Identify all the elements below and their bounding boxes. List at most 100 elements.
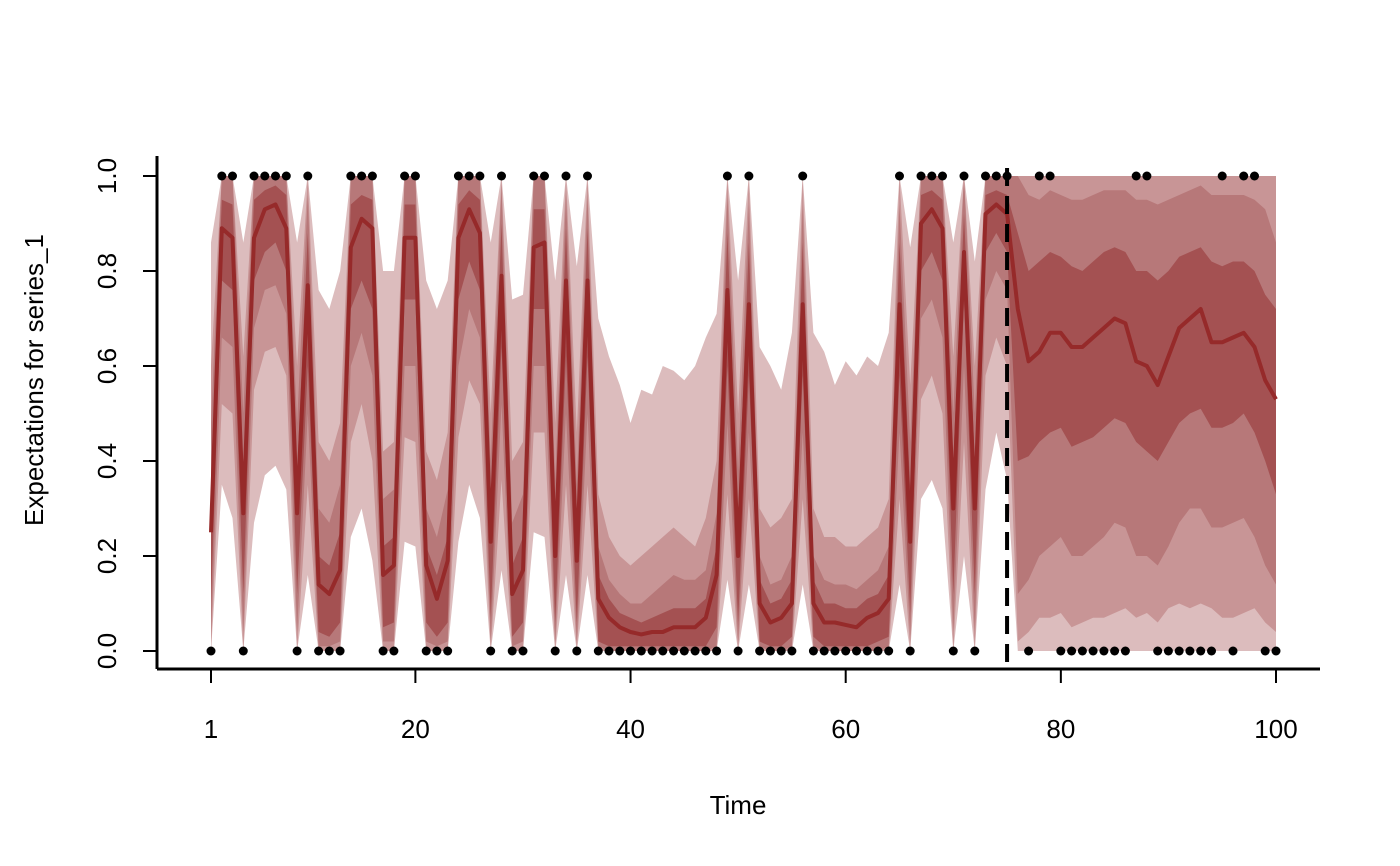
observed-point [540,171,549,181]
observed-point [852,646,861,656]
observed-point [529,171,539,181]
y-axis-ticks: 0.0 0.2 0.4 0.6 0.8 1.0 [92,158,157,669]
observed-point [765,646,775,656]
observed-point [357,171,367,181]
observed-point [1034,171,1044,181]
observed-point [292,646,302,656]
observed-point [475,171,485,181]
observed-point [1153,646,1163,656]
observed-point [346,171,356,181]
observed-point [862,646,872,656]
observed-point [1067,646,1077,656]
observed-point [1024,646,1034,656]
observed-point [798,171,808,181]
x-tick-label: 100 [1254,714,1297,744]
observed-point [583,171,592,181]
observed-point [808,646,818,656]
observed-point [238,646,248,656]
observed-point [486,646,496,656]
x-axis-title: Time [710,790,767,820]
observed-point [410,171,420,181]
x-axis-ticks: 1 20 40 60 80 100 [204,669,1298,744]
observed-point [615,646,625,656]
observed-point [669,646,679,656]
observed-point [679,646,689,656]
observed-point [981,171,990,181]
observed-point [776,646,786,656]
observed-point [733,646,743,656]
observed-point [1077,646,1087,656]
observed-point [228,171,237,181]
observed-point [572,646,582,656]
x-tick-label: 1 [204,714,218,744]
observed-point [1260,646,1270,656]
observed-point [991,171,1001,181]
observed-point [1002,171,1012,181]
observed-point [819,646,829,656]
observed-point [378,646,388,656]
observed-point [335,646,345,656]
y-tick-label: 0.6 [92,348,122,384]
observed-point [314,646,324,656]
observed-point [1174,646,1184,656]
observed-point [550,646,560,656]
observed-point [1142,171,1152,181]
y-tick-label: 0.4 [92,443,122,479]
observed-point [1217,171,1227,181]
observed-point [400,171,410,181]
observed-point [1196,646,1206,656]
observed-point [755,646,765,656]
observed-point [905,646,915,656]
observed-point [1228,646,1238,656]
observed-point [281,171,291,181]
observed-point [249,171,259,181]
observed-point [453,171,463,181]
observed-point [873,646,883,656]
observed-point [507,646,517,656]
observed-point [970,646,980,656]
observed-point [938,171,947,181]
observed-point [604,646,614,656]
observed-point [712,646,722,656]
observed-point [367,171,377,181]
observed-point [303,171,313,181]
observed-point [884,646,894,656]
y-tick-label: 0.0 [92,633,122,669]
observed-point [916,171,926,181]
x-tick-label: 20 [401,714,430,744]
observed-point [744,171,754,181]
observed-point [271,171,280,181]
observed-point [1120,646,1130,656]
observed-point [1207,646,1216,656]
observed-point [260,171,270,181]
observed-point [658,646,668,656]
observed-point [561,171,571,181]
observed-point [1163,646,1173,656]
y-tick-label: 0.8 [92,253,122,289]
observed-point [593,646,603,656]
observed-point [948,646,958,656]
observed-point [1099,646,1109,656]
observed-point [787,646,797,656]
x-tick-label: 60 [831,714,860,744]
observed-point [389,646,399,656]
axes: 1 20 40 60 80 100 0.0 0.2 0.4 0.6 0.8 1.0 [92,156,1320,744]
observed-point [841,646,851,656]
x-tick-label: 40 [616,714,645,744]
observed-point [1088,646,1098,656]
observed-points [206,171,1281,656]
observed-point [518,646,528,656]
observed-point [497,171,506,181]
observed-point [626,646,635,656]
observed-point [927,171,937,181]
observed-point [690,646,700,656]
observed-point [895,171,904,181]
observed-point [1056,646,1066,656]
x-tick-label: 80 [1046,714,1075,744]
observed-point [324,646,334,656]
median-expectation-line [209,202,1278,637]
observed-point [432,646,442,656]
observed-point [830,646,840,656]
observed-point [1239,171,1249,181]
observed-point [1185,646,1195,656]
